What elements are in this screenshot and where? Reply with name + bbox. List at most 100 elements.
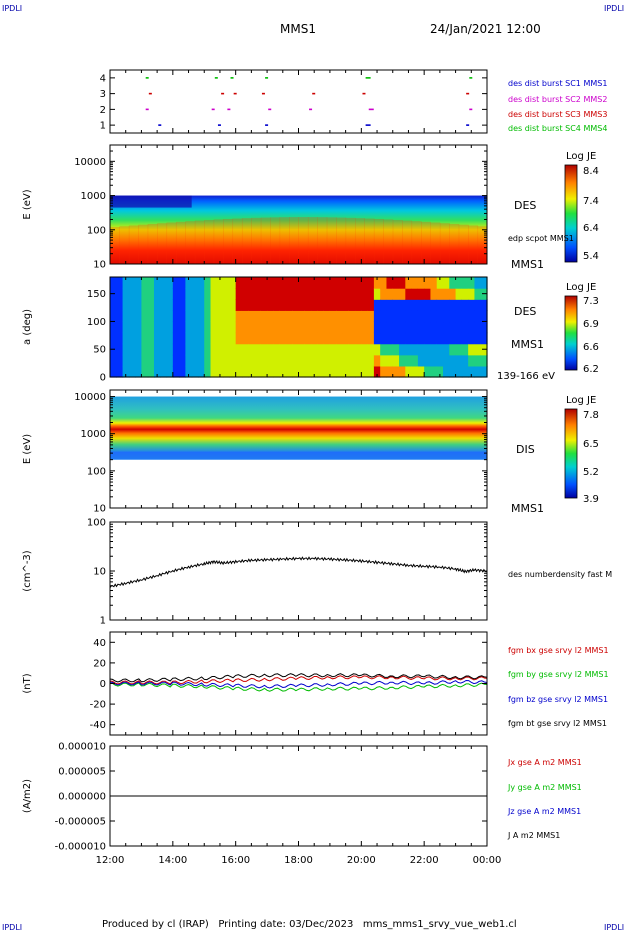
pitch-cell [323, 343, 331, 356]
pitch-cell [342, 343, 350, 356]
pitch-cell [373, 310, 381, 323]
x-tick-label: 16:00 [221, 855, 250, 866]
pitch-cell [449, 343, 457, 356]
pitch-cell [110, 321, 117, 334]
pitch-cell [430, 354, 438, 367]
pitch-cell [367, 365, 375, 378]
pitch-cell [122, 365, 130, 378]
burst-marker [230, 77, 234, 79]
pitch-cell [166, 310, 174, 323]
pitch-cell [110, 277, 117, 289]
cbar2-tick: 6.9 [583, 319, 599, 330]
pitch-cell [204, 277, 212, 289]
spectrograms [110, 195, 488, 460]
pitch-cell [185, 321, 193, 334]
pitch-cell [110, 354, 117, 367]
pitch-cell [373, 299, 381, 311]
pitch-cell [411, 321, 419, 334]
pitch-cell [355, 288, 362, 300]
des-energy-band [307, 217, 318, 264]
pitch-cell [436, 310, 444, 323]
pitch-cell [135, 299, 143, 311]
pitch-cell [355, 365, 362, 378]
pitch-cell [122, 288, 130, 300]
des-energy-band [223, 218, 234, 264]
pitch-cell [361, 277, 369, 289]
pitch-cell [399, 299, 406, 311]
current-y-tick-label: -0.000010 [55, 842, 106, 853]
bfield-y-tick-label: -40 [90, 720, 106, 731]
cbar1-tick: 8.4 [583, 166, 599, 177]
pitch-cell [216, 288, 224, 300]
pitch-cell [229, 310, 237, 323]
legend-burst-sc4: des dist burst SC4 MMS4 [508, 124, 608, 133]
pitch-cell [248, 288, 256, 300]
pitch-cell [216, 354, 224, 367]
pitch-cell [424, 299, 432, 311]
pitch-cell [342, 310, 350, 323]
cbar3-tick: 3.9 [583, 494, 599, 505]
des-energy-band [345, 217, 356, 264]
line-plots [109, 77, 488, 797]
pitch-cell [424, 277, 432, 289]
pitch-cell [254, 288, 262, 300]
density-y-tick-label: 10 [93, 567, 106, 578]
pitch-cell [254, 310, 262, 323]
des-energy-band [232, 218, 243, 264]
pitch-cell [185, 365, 193, 378]
pitch-cell [424, 354, 432, 367]
pitch-cell [355, 354, 362, 367]
dis-energy-colorbar [564, 408, 578, 499]
pitch-cell [380, 365, 388, 378]
pitch-cell [298, 365, 306, 378]
pitch-cell [179, 332, 186, 345]
pitch-cell [260, 277, 268, 289]
pitch-cell [147, 332, 155, 345]
pitch-cell [317, 288, 325, 300]
pitch-cell [122, 277, 130, 289]
pitch-cell [172, 365, 180, 378]
pitch-cell [128, 354, 136, 367]
pitch-cell [141, 299, 149, 311]
pitch-cell [436, 288, 444, 300]
pitch-cell [405, 277, 413, 289]
pitch-cell [323, 365, 331, 378]
pitch-cell [436, 332, 444, 345]
pitch-cell [411, 277, 419, 289]
pitch-cell [417, 299, 425, 311]
pitch-cell [367, 277, 375, 289]
pitch-cell [399, 354, 406, 367]
pitch-cell [128, 321, 136, 334]
pitch-cell [128, 277, 136, 289]
pitch-cell [285, 288, 293, 300]
pitch-cell [373, 288, 381, 300]
pitch-cell [235, 299, 243, 311]
pitch-cell [197, 310, 205, 323]
pitch-cell [417, 288, 425, 300]
pitch-cell [285, 321, 293, 334]
pitch-cell [204, 321, 212, 334]
pitch-cell [267, 365, 274, 378]
cbar1-tick: 5.4 [583, 251, 599, 262]
pitch-cell [298, 354, 306, 367]
pitch-cell [361, 310, 369, 323]
pitch-cell [436, 354, 444, 367]
pitch-cell [373, 343, 381, 356]
pitch-cell [160, 321, 168, 334]
burst-y-tick-label: 3 [100, 89, 106, 100]
cbar1-tick: 7.4 [583, 196, 599, 207]
pitch-cell [248, 277, 256, 289]
pitch-cell [166, 365, 174, 378]
pitch-cell [248, 310, 256, 323]
pitch-cell [128, 343, 136, 356]
density-y-axis-label: (cm^-3) [22, 550, 33, 591]
pitch-cell [304, 299, 312, 311]
pitch-cell [449, 277, 457, 289]
burst-marker [309, 108, 313, 111]
pitch-cell [405, 354, 413, 367]
pitch-cell [474, 332, 482, 345]
pitch-cell [380, 299, 388, 311]
pitch-cell [241, 321, 249, 334]
pitch-cell [329, 277, 337, 289]
pitch-cell [166, 354, 174, 367]
